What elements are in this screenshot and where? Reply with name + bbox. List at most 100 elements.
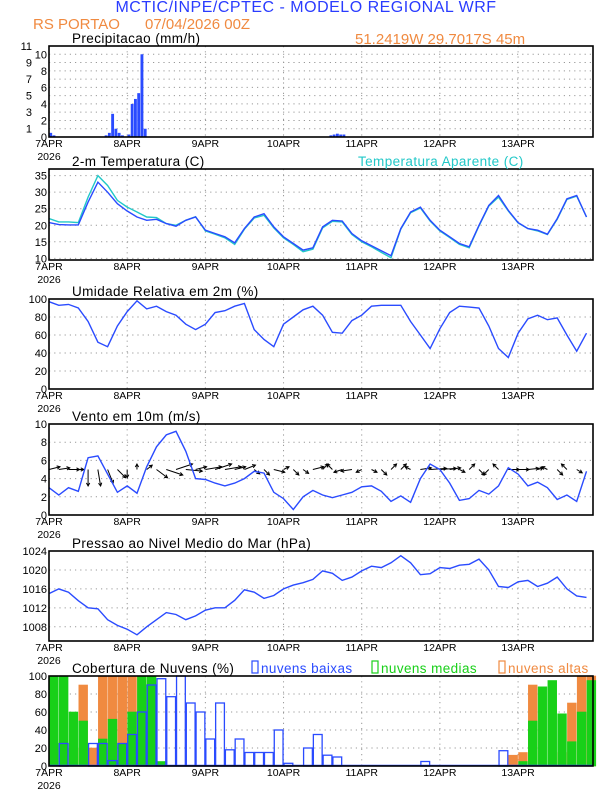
year-label: 2026	[37, 529, 61, 541]
wind-vector-arrow	[540, 466, 548, 470]
x-tick-label: 8APR	[113, 138, 141, 150]
plot-frame	[48, 168, 594, 261]
plot-area	[49, 551, 593, 641]
x-tick-label: 8APR	[113, 642, 141, 654]
wind-vector-arrow	[326, 463, 333, 470]
nuvens-medias-bar	[137, 675, 147, 767]
x-tick-label: 11APR	[345, 138, 378, 150]
wind-vector-arrow	[234, 465, 247, 470]
x-tick-label: 13APR	[501, 767, 535, 779]
nuvens-medias-bar	[117, 743, 127, 767]
temperature-line	[48, 180, 588, 257]
pressure-line	[48, 554, 587, 636]
legend-nuvens-medias: nuvens medias	[371, 660, 477, 676]
y-tick-label: 60	[35, 330, 47, 342]
wind-vector-arrow	[556, 469, 564, 476]
wind-vector-arrow	[468, 463, 476, 470]
y-tick-label: 1024	[23, 546, 47, 558]
x-tick-label: 8APR	[113, 767, 141, 779]
precipitation-bar	[143, 128, 147, 137]
y-tick-label: 0	[41, 132, 47, 144]
y-tick-label: 25	[35, 204, 47, 216]
y-tick-label: 100	[29, 671, 47, 683]
legend-nuvens-baixas: nuvens baixas	[251, 660, 353, 676]
x-tick-label: 12APR	[423, 138, 457, 150]
x-tick-label: 13APR	[501, 138, 535, 150]
x-tick-label: 9APR	[192, 261, 220, 273]
x-tick-label: 10APR	[267, 261, 301, 273]
wind-vector-arrow	[312, 465, 325, 470]
y-tick-label: 80	[35, 689, 47, 701]
x-tick-label: 12APR	[423, 767, 457, 779]
precipitation-bar	[130, 103, 134, 137]
x-tick-label: 12APR	[423, 390, 457, 402]
wind-vector-arrow	[58, 466, 71, 471]
legend-swatch-icon	[371, 660, 379, 674]
plot-frame	[48, 550, 594, 642]
wind-vector-arrow	[117, 469, 127, 479]
panel-title: Precipitacao (mm/h)	[72, 31, 200, 46]
wind-panel: 0 2 4 6 8 10 7APR 8APR 9APR 10APR 11APR 12APR 13APR 2…	[35, 409, 594, 541]
panel-title: Pressao ao Nivel Medio do Mar (hPa)	[72, 536, 311, 551]
precipitation-bar	[133, 98, 137, 137]
y-tick-label: 7	[26, 74, 32, 86]
y-tick-label: 1	[26, 124, 32, 136]
precipitation-bar	[117, 132, 121, 137]
y-tick-label: 1016	[23, 584, 47, 596]
wind-vector-arrow	[527, 466, 540, 471]
legend-label: nuvens baixas	[261, 661, 353, 676]
wind-vector-arrow	[244, 464, 257, 470]
wind-vector-arrow	[125, 469, 130, 479]
y-tick-label: 20	[35, 743, 47, 755]
wind-vector-arrow	[48, 465, 62, 470]
x-tick-label: 9APR	[192, 138, 220, 150]
year-label: 2026	[37, 780, 61, 792]
y-tick-label: 8	[41, 66, 47, 78]
x-tick-label: 13APR	[501, 642, 535, 654]
x-tick-label: 13APR	[501, 261, 535, 273]
nuvens-medias-bar	[127, 711, 137, 767]
x-tick-label: 11APR	[345, 642, 378, 654]
y-tick-label: 40	[35, 348, 47, 360]
wind-vector-arrow	[273, 469, 286, 474]
y-tick-label: 2	[41, 115, 47, 127]
nuvens-medias-bar	[107, 718, 118, 767]
x-tick-label: 9APR	[192, 767, 220, 779]
y-tick-label: 4	[41, 474, 47, 486]
precipitation-bar	[120, 135, 124, 137]
x-tick-label: 10APR	[267, 767, 301, 779]
year-label: 2026	[37, 151, 61, 163]
precipitation-bar	[107, 132, 111, 137]
x-tick-label: 13APR	[501, 390, 535, 402]
x-tick-label: 11APR	[345, 767, 378, 779]
nuvens-medias-bar	[528, 720, 538, 767]
x-tick-label: 12APR	[423, 642, 457, 654]
year-label: 2026	[37, 274, 61, 286]
y-tick-label: 6	[41, 455, 47, 467]
y-tick-label: 1020	[23, 565, 47, 577]
wind-vector-arrow	[195, 465, 208, 470]
nuvens-medias-bar	[146, 675, 157, 767]
x-tick-label: 7APR	[35, 642, 63, 654]
y-tick-label: 5	[26, 91, 32, 103]
wind-vector-arrow	[380, 469, 388, 476]
plot-frame	[48, 423, 594, 516]
precipitation-bar	[137, 93, 141, 137]
x-tick-label: 10APR	[267, 390, 301, 402]
wind-vector-arrow	[482, 469, 490, 476]
wind-vector-arrow	[134, 462, 140, 470]
precipitation-bar	[114, 128, 118, 137]
y-tick-label: 9	[26, 58, 32, 70]
y-tick-label: 80	[35, 312, 47, 324]
precipitation-bar	[111, 113, 115, 137]
panel-title: 2-m Temperatura (C)	[72, 154, 205, 169]
y-tick-label: 10	[35, 253, 47, 265]
wind-vector-arrow	[85, 469, 91, 488]
legend-label: nuvens medias	[381, 661, 477, 676]
wind-vector-arrow	[146, 464, 154, 470]
wind-vector-arrow	[449, 466, 462, 471]
precipitation-bar	[335, 133, 339, 137]
nuvens-medias-bar	[547, 680, 557, 767]
